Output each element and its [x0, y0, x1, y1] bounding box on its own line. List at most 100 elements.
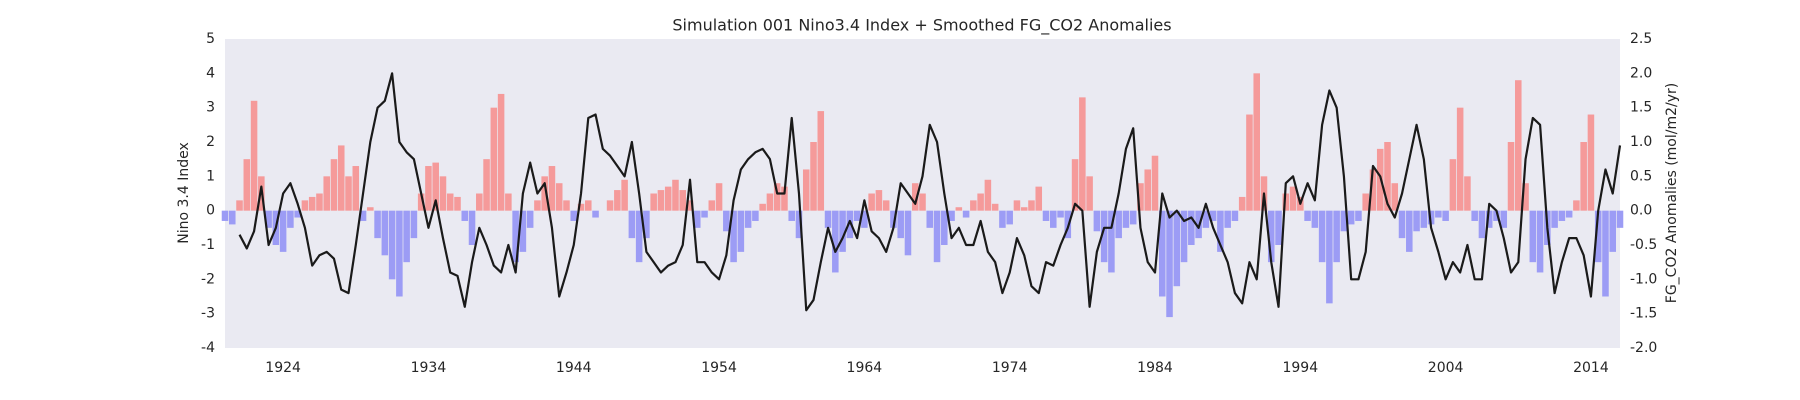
bar [1137, 183, 1144, 211]
bar [534, 200, 541, 211]
bar [715, 183, 723, 211]
y2-tick-label: -0.5 [1630, 237, 1657, 253]
bar [250, 100, 258, 211]
bar [1028, 200, 1035, 211]
bar [454, 196, 461, 211]
bar [1238, 196, 1246, 211]
bar [643, 210, 650, 239]
x-tick-label: 2004 [1428, 360, 1464, 376]
bar [802, 169, 810, 211]
bar [846, 210, 854, 239]
bar [1318, 210, 1326, 263]
bar [359, 210, 367, 221]
bar [730, 210, 737, 263]
bar [606, 200, 614, 211]
bar [555, 183, 563, 211]
bar [1456, 107, 1464, 211]
bar [737, 210, 745, 252]
y-tick-label: -2 [201, 271, 215, 287]
bar [614, 190, 621, 211]
y-tick-label: 2 [206, 134, 215, 150]
bar [541, 176, 548, 211]
bar [1558, 210, 1566, 221]
y-tick-label: -3 [201, 306, 215, 322]
bar [795, 210, 803, 239]
bar [316, 193, 323, 211]
bar [1529, 210, 1537, 263]
bar [752, 210, 759, 221]
bar [446, 193, 454, 211]
bar [1042, 210, 1050, 221]
bar [897, 210, 904, 239]
bar [294, 210, 301, 218]
bar [759, 203, 766, 211]
bar [664, 186, 672, 211]
bar [1057, 210, 1064, 218]
y2-tick-label: -2.0 [1630, 340, 1657, 356]
bar [1151, 155, 1159, 211]
bar [1035, 186, 1043, 211]
bar [1122, 210, 1130, 228]
bar [708, 200, 716, 211]
bar [1304, 210, 1311, 221]
bar [1369, 169, 1377, 211]
bar [1500, 210, 1508, 228]
y2-tick-label: 0.0 [1630, 203, 1652, 219]
bar [490, 107, 498, 211]
bar [476, 193, 483, 211]
y-tick-label: 4 [206, 65, 215, 81]
bar [228, 210, 236, 225]
bar [388, 210, 396, 280]
bar [1398, 210, 1406, 239]
bar [367, 207, 374, 211]
bar [439, 176, 447, 211]
bar [672, 179, 679, 211]
bar [468, 210, 476, 245]
bar [911, 183, 919, 211]
bar [679, 190, 687, 211]
bar [1406, 210, 1413, 252]
y2-tick-label: 2.5 [1630, 31, 1652, 47]
bar [1275, 210, 1282, 245]
bar [832, 210, 839, 273]
bar [1609, 210, 1617, 252]
bar [381, 210, 389, 256]
y-tick-label: -1 [201, 237, 215, 253]
bar [1115, 210, 1122, 239]
bar [650, 193, 657, 211]
bar [1362, 193, 1369, 211]
bar [1289, 186, 1297, 211]
bar [1522, 183, 1529, 211]
bar [1129, 210, 1137, 225]
bar [526, 210, 534, 228]
y-tick-label: 0 [206, 203, 215, 219]
bar [1231, 210, 1239, 221]
bar [1311, 210, 1319, 228]
y-axis-label: Nino 3.4 Index [176, 142, 192, 244]
bar [585, 200, 592, 211]
y2-tick-label: 1.0 [1630, 134, 1652, 150]
bar [991, 203, 999, 211]
y-tick-label: 3 [206, 100, 215, 116]
y2-tick-label: 1.5 [1630, 100, 1652, 116]
bar [817, 111, 825, 211]
bar [1355, 210, 1362, 221]
bar [657, 190, 665, 211]
bar [1224, 210, 1231, 228]
bar [1391, 183, 1399, 211]
bar [861, 210, 868, 228]
bar [810, 142, 817, 211]
bar [882, 200, 890, 211]
bar [977, 193, 984, 211]
bar [1282, 193, 1290, 211]
bar [1253, 73, 1260, 211]
bar [773, 183, 781, 211]
bar [766, 193, 774, 211]
bar [301, 200, 309, 211]
bar [904, 210, 912, 256]
bar [1485, 210, 1493, 228]
bar [1093, 210, 1101, 232]
bar [1209, 210, 1217, 221]
bar [374, 210, 381, 239]
bar [1464, 176, 1471, 211]
